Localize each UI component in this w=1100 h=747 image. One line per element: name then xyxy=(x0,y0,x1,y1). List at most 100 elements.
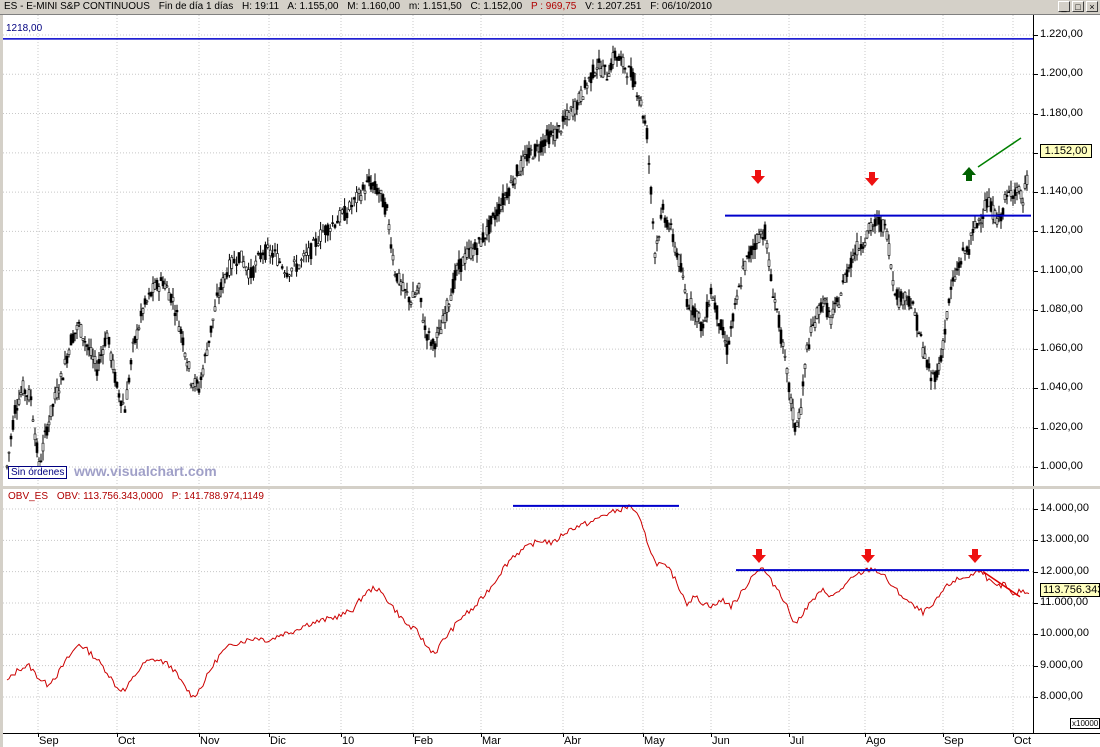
obv-chart-panel[interactable] xyxy=(3,489,1033,733)
title-date: F: 06/10/2010 xyxy=(650,1,712,12)
maximize-button[interactable]: □ xyxy=(1072,1,1084,12)
candle-body xyxy=(328,228,332,232)
candle-body xyxy=(585,85,589,89)
minimize-button[interactable]: _ xyxy=(1058,1,1070,12)
candle-body xyxy=(185,362,189,367)
candle-body xyxy=(304,252,308,256)
candle-body xyxy=(409,302,413,305)
candle-body xyxy=(247,269,250,279)
candle-body xyxy=(97,359,101,364)
candle-body xyxy=(319,229,322,242)
candle-body xyxy=(709,287,713,295)
obv-y-tick xyxy=(1034,509,1038,510)
candle-body xyxy=(611,52,615,65)
price-y-axis: 1.220,001.200,001.180,001.160,001.140,00… xyxy=(1033,15,1100,486)
x-tick xyxy=(643,734,644,737)
candle-body xyxy=(961,247,965,251)
candle-body xyxy=(385,204,389,209)
obv-y-tick-label: 14.000,00 xyxy=(1040,502,1089,514)
candle-body xyxy=(45,426,49,436)
candle-body xyxy=(517,173,521,176)
candle-body xyxy=(295,263,298,272)
candle-body xyxy=(607,73,611,78)
candle-body xyxy=(763,224,767,240)
candle-body xyxy=(107,336,111,345)
candle-body xyxy=(855,240,859,256)
panel-separator[interactable] xyxy=(0,486,1100,489)
candle-body xyxy=(947,298,951,304)
candle-body xyxy=(131,341,135,344)
candle-body xyxy=(929,377,933,382)
candle-body xyxy=(899,291,903,302)
candle-body xyxy=(321,230,325,233)
candle-body xyxy=(312,239,315,241)
candle-body xyxy=(153,282,157,290)
x-tick-label: Dic xyxy=(270,735,286,747)
x-tick xyxy=(199,734,200,737)
candle-body xyxy=(849,257,853,268)
candle-body xyxy=(1021,202,1025,206)
candle-body xyxy=(244,266,248,271)
red-trendline xyxy=(982,571,1021,598)
candle-body xyxy=(31,419,35,422)
x-tick xyxy=(481,734,482,737)
close-button[interactable]: × xyxy=(1086,1,1098,12)
candle-body xyxy=(649,186,653,195)
candle-body xyxy=(939,355,943,362)
candle-body xyxy=(719,319,723,331)
watermark: www.visualchart.com xyxy=(74,463,217,479)
candle-body xyxy=(667,227,671,230)
candle-body xyxy=(117,393,121,398)
obv-chart[interactable] xyxy=(3,489,1033,733)
candle-body xyxy=(775,308,779,311)
candle-body xyxy=(835,297,839,303)
candle-body xyxy=(621,56,625,67)
x-tick xyxy=(943,734,944,737)
candle-body xyxy=(801,381,805,387)
candle-body xyxy=(757,234,761,243)
candle-body xyxy=(733,303,737,305)
candle-body xyxy=(357,188,361,194)
candle-body xyxy=(633,81,637,85)
title-bar: ES - E-MINI S&P CONTINUOUS Fin de día 1 … xyxy=(0,0,1100,15)
candle-body xyxy=(831,308,835,316)
candle-body xyxy=(33,433,37,441)
candle-body xyxy=(417,283,421,289)
candle-body xyxy=(203,354,207,357)
candle-body xyxy=(425,334,429,341)
candle-body xyxy=(23,389,27,394)
candle-body xyxy=(829,317,833,325)
candle-body xyxy=(268,249,272,257)
candle-body xyxy=(437,327,441,329)
obv-line xyxy=(6,503,1030,698)
candle-body xyxy=(57,390,61,394)
obv-y-tick xyxy=(1034,665,1038,667)
candle-body xyxy=(581,96,585,100)
sin-ordenes-button[interactable]: Sin órdenes xyxy=(8,466,68,479)
candle-body xyxy=(865,230,869,239)
price-chart[interactable] xyxy=(3,15,1033,486)
x-tick xyxy=(269,734,270,737)
candle-body xyxy=(511,183,515,186)
title-p: P : 969,75 xyxy=(530,1,577,12)
candle-body xyxy=(167,292,171,301)
candle-body xyxy=(336,220,339,224)
candle-body xyxy=(489,215,493,225)
candle-body xyxy=(825,302,829,318)
obv-y-tick xyxy=(1034,697,1038,698)
title-symbol: ES - E-MINI S&P CONTINUOUS xyxy=(4,1,150,12)
candle-body xyxy=(943,328,947,335)
candle-body xyxy=(739,285,743,287)
candle-body xyxy=(911,301,915,304)
candle-body xyxy=(749,246,753,256)
candle-body xyxy=(669,223,673,225)
candle-body xyxy=(193,378,197,387)
candle-body xyxy=(725,343,729,355)
candle-body xyxy=(881,219,885,233)
candle-body xyxy=(463,253,467,264)
candle-body xyxy=(59,373,63,377)
candle-body xyxy=(499,205,503,210)
candle-body xyxy=(547,131,551,145)
price-chart-panel[interactable] xyxy=(3,15,1033,486)
candle-body xyxy=(359,195,363,202)
